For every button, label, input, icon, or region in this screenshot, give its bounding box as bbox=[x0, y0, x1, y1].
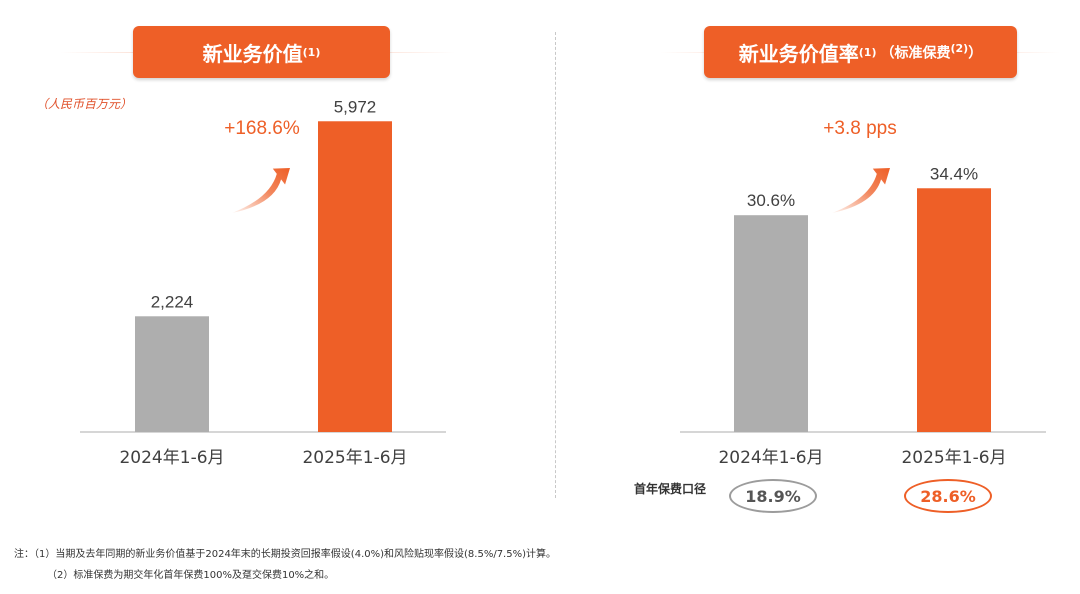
left-growth-arrow bbox=[232, 168, 290, 213]
first-year-2024-value: 18.9% bbox=[745, 486, 801, 506]
left-growth-label: +168.6% bbox=[224, 118, 300, 139]
footnote-1: 注：（1）当期及去年同期的新业务价值基于2024年末的长期投资回报率假设(4.0… bbox=[14, 549, 557, 560]
first-year-2025-pill: 28.6% bbox=[904, 479, 992, 513]
left-title-text: 新业务价值 bbox=[202, 41, 303, 66]
left-bar-1 bbox=[318, 121, 392, 432]
left-title-footnote: (1) bbox=[302, 45, 321, 59]
right-category-label-0: 2024年1-6月 bbox=[718, 448, 823, 468]
right-bar-0 bbox=[734, 215, 808, 432]
right-growth-label: +3.8 pps bbox=[823, 118, 896, 139]
unit-label: （人民币百万元） bbox=[36, 97, 133, 111]
first-year-2025-value: 28.6% bbox=[920, 486, 976, 506]
left-value-label-1: 5,972 bbox=[334, 97, 377, 116]
left-category-label-0: 2024年1-6月 bbox=[119, 448, 224, 468]
right-subtitle: （标准保费(2)） bbox=[880, 41, 983, 62]
right-growth-arrow bbox=[832, 168, 890, 213]
right-chart-title: 新业务价值率 (1) （标准保费(2)） bbox=[704, 26, 1017, 78]
left-value-label-0: 2,224 bbox=[151, 292, 194, 311]
left-bar-0 bbox=[135, 316, 209, 432]
left-category-label-1: 2025年1-6月 bbox=[302, 448, 407, 468]
right-value-label-0: 30.6% bbox=[747, 191, 795, 210]
left-chart-title: 新业务价值 (1) bbox=[133, 26, 390, 78]
right-title-text: 新业务价值率 bbox=[738, 41, 859, 66]
first-year-2024-pill: 18.9% bbox=[729, 479, 817, 513]
right-title-footnote: (1) bbox=[858, 45, 877, 59]
first-year-basis-label: 首年保费口径 bbox=[625, 481, 715, 498]
panel-divider bbox=[555, 32, 556, 498]
first-year-label-text: 首年保费口径 bbox=[633, 482, 706, 496]
right-value-label-1: 34.4% bbox=[930, 164, 978, 183]
footnote-2: （2）标准保费为期交年化首年保费100%及趸交保费10%之和。 bbox=[47, 570, 335, 581]
right-category-label-1: 2025年1-6月 bbox=[901, 448, 1006, 468]
right-bar-1 bbox=[917, 188, 991, 432]
